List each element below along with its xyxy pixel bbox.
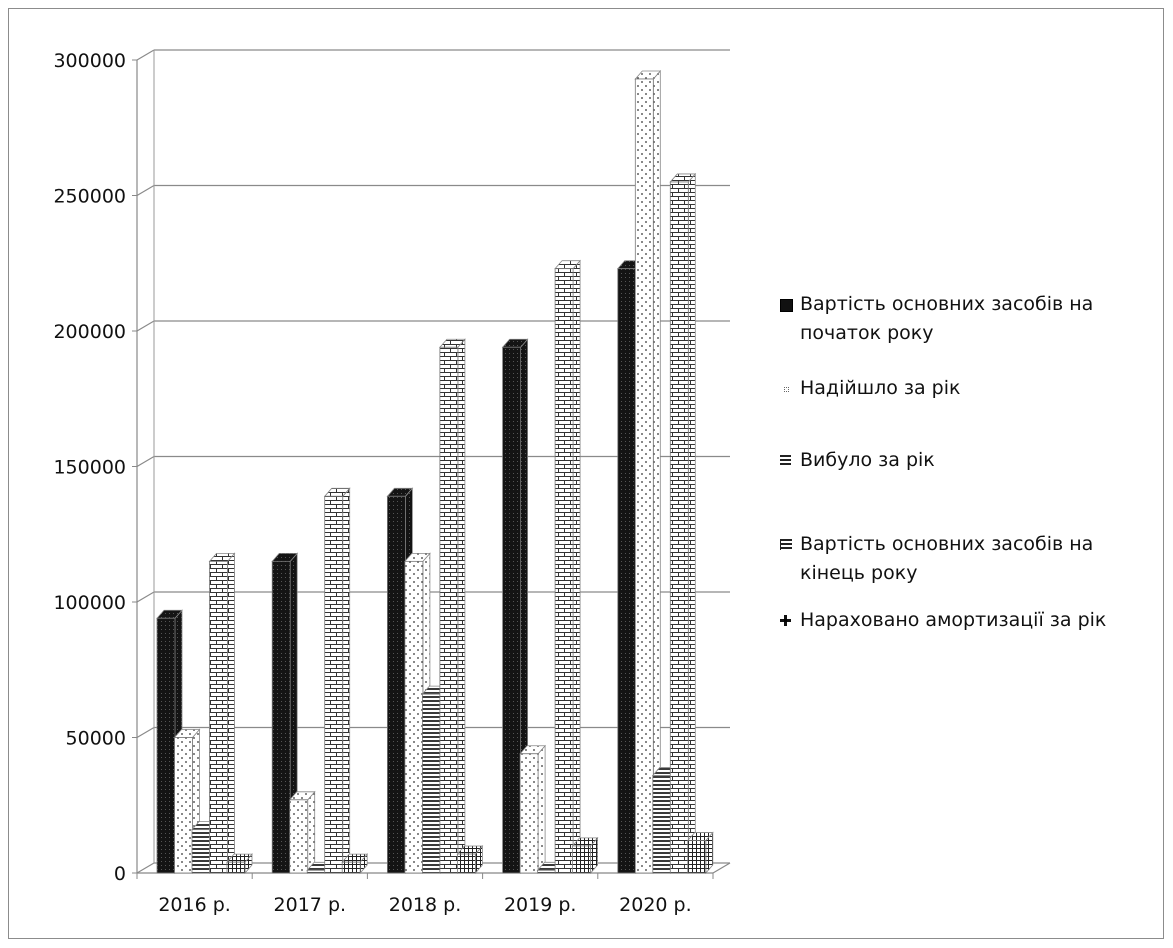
bar-front bbox=[271, 560, 291, 874]
bar-front bbox=[554, 268, 574, 874]
bar-front bbox=[404, 560, 424, 874]
y-tick-label: 100000 bbox=[53, 592, 126, 614]
y-tick-label: 250000 bbox=[53, 186, 126, 208]
legend-label: Вартість основних засобів на кінець року bbox=[800, 533, 1094, 584]
bar-front bbox=[386, 495, 406, 874]
y-tick-label: 0 bbox=[114, 863, 126, 885]
x-tick-label: 2020 р. bbox=[619, 894, 692, 916]
legend-swatch bbox=[780, 539, 792, 550]
bar-front bbox=[634, 78, 654, 874]
bar-front bbox=[439, 346, 459, 874]
y-tick-label: 50000 bbox=[66, 728, 126, 750]
x-tick-label: 2016 р. bbox=[158, 894, 231, 916]
legend-item: Нараховано амортизації за рік bbox=[780, 606, 1160, 635]
bar-front bbox=[191, 829, 211, 874]
bar bbox=[571, 836, 599, 875]
bar-side bbox=[687, 172, 696, 875]
bars bbox=[156, 69, 714, 875]
legend-item: Надійшло за рік bbox=[780, 374, 1160, 403]
legend-label: Вартість основних засобів на початок рок… bbox=[800, 293, 1094, 344]
legend-swatch bbox=[780, 455, 791, 466]
bar-front bbox=[174, 737, 193, 874]
tick-labels: 0 50000 100000 150000 200000 250000 300000 2016… bbox=[53, 50, 691, 916]
bar bbox=[323, 487, 351, 875]
legend-label: Вибуло за рік bbox=[800, 449, 935, 471]
gridline-diag bbox=[136, 591, 155, 603]
x-tick-label: 2019 р. bbox=[504, 894, 577, 916]
legend-swatch bbox=[784, 387, 789, 392]
bar-front bbox=[289, 799, 309, 874]
bar-front bbox=[519, 753, 539, 874]
x-tick-label: 2017 р. bbox=[274, 894, 347, 916]
gridline-diag bbox=[136, 862, 155, 874]
bar bbox=[686, 831, 714, 875]
bar bbox=[226, 853, 253, 875]
gridline-diag bbox=[136, 320, 155, 332]
bar-front bbox=[226, 861, 246, 874]
bar bbox=[288, 790, 316, 875]
y-tick-label: 150000 bbox=[53, 457, 126, 479]
bar bbox=[456, 844, 484, 875]
legend-swatch bbox=[780, 299, 793, 312]
bar-side bbox=[227, 552, 235, 875]
bar-side bbox=[307, 790, 316, 875]
bar-front bbox=[617, 268, 637, 874]
bar-front bbox=[502, 346, 522, 874]
bar-front bbox=[421, 693, 441, 874]
bar bbox=[554, 259, 581, 875]
legend-item: Вартість основних засобів на початок рок… bbox=[780, 290, 1160, 348]
bar-front bbox=[324, 495, 344, 874]
bar-front bbox=[306, 869, 326, 874]
bar bbox=[634, 69, 662, 875]
bar-front bbox=[456, 853, 476, 874]
bar-side bbox=[537, 744, 546, 875]
bar-front bbox=[669, 181, 689, 874]
bar-side bbox=[652, 69, 661, 875]
gridline-diag bbox=[136, 455, 155, 468]
legend-item: Вартість основних засобів на кінець року bbox=[780, 530, 1160, 588]
y-tick-label: 200000 bbox=[53, 321, 126, 343]
bar-front bbox=[156, 617, 176, 874]
y-tick-label: 300000 bbox=[53, 50, 126, 72]
bar bbox=[669, 172, 697, 875]
bar-front bbox=[687, 840, 707, 874]
gridline-diag bbox=[136, 49, 155, 61]
bar-front bbox=[572, 845, 591, 874]
bar bbox=[208, 552, 236, 875]
legend-label: Надійшло за рік bbox=[800, 377, 961, 399]
x-axis-depth bbox=[712, 862, 731, 874]
legend-swatch bbox=[780, 615, 791, 626]
bar bbox=[341, 853, 369, 875]
legend-item: Вибуло за рік bbox=[780, 446, 1160, 475]
bar bbox=[439, 338, 466, 875]
bar-front bbox=[209, 560, 228, 874]
bar-front bbox=[537, 869, 556, 874]
bar bbox=[501, 338, 529, 875]
legend-label: Нараховано амортизації за рік bbox=[800, 609, 1107, 631]
bar-side bbox=[457, 338, 466, 875]
bar bbox=[519, 744, 546, 875]
bar-front bbox=[341, 861, 361, 874]
bar-front bbox=[652, 775, 672, 874]
bar-side bbox=[342, 487, 351, 875]
x-tick-label: 2018 р. bbox=[389, 894, 462, 916]
chart-frame bbox=[8, 8, 1164, 939]
gridline-diag bbox=[136, 184, 155, 197]
bar-side bbox=[572, 259, 581, 875]
gridline-diag bbox=[136, 726, 155, 739]
